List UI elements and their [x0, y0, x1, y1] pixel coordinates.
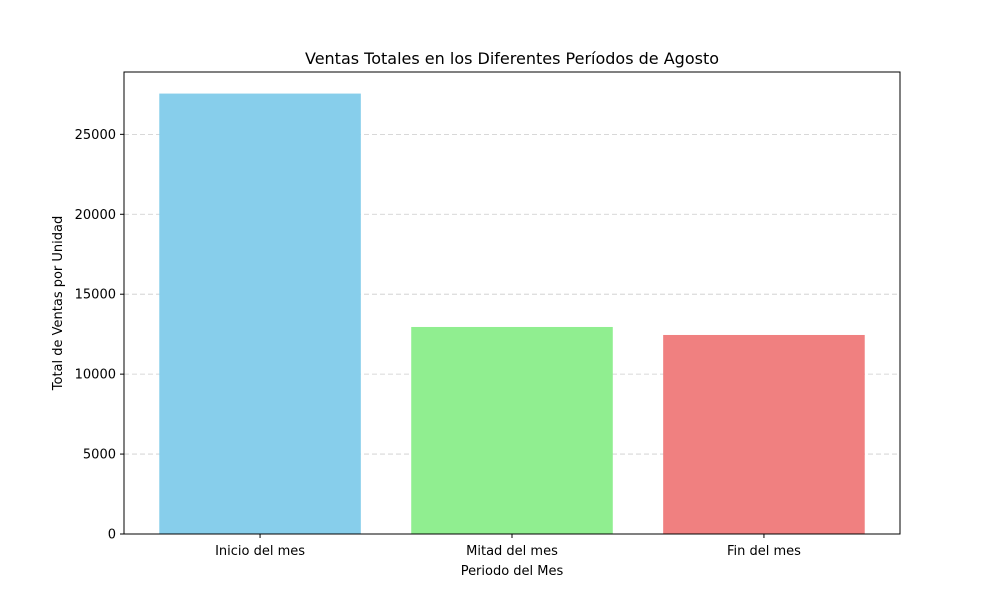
bar-1: [159, 93, 361, 535]
y-tick-label: 5000: [83, 448, 116, 463]
y-tick-label: 25000: [75, 128, 116, 143]
bar-3: [663, 334, 865, 534]
x-tick-label: Mitad del mes: [466, 544, 558, 559]
plot-frame: [123, 71, 901, 535]
ticks: 0 5000 10000 15000 20000 25000 Inicio del mes M…: [75, 128, 802, 559]
x-tick-label: Fin del mes: [727, 544, 801, 559]
y-axis-label: Total de Ventas por Unidad: [51, 216, 66, 391]
y-tick-label: 15000: [75, 288, 116, 303]
chart-title: Ventas Totales en los Diferentes Período…: [305, 49, 719, 68]
x-axis-label: Periodo del Mes: [461, 564, 564, 579]
bars: [159, 93, 865, 535]
x-tick-label: Inicio del mes: [215, 544, 305, 559]
y-tick-label: 10000: [75, 368, 116, 383]
bar-2: [411, 326, 613, 534]
y-tick-label: 0: [108, 528, 116, 543]
y-tick-label: 20000: [75, 208, 116, 223]
